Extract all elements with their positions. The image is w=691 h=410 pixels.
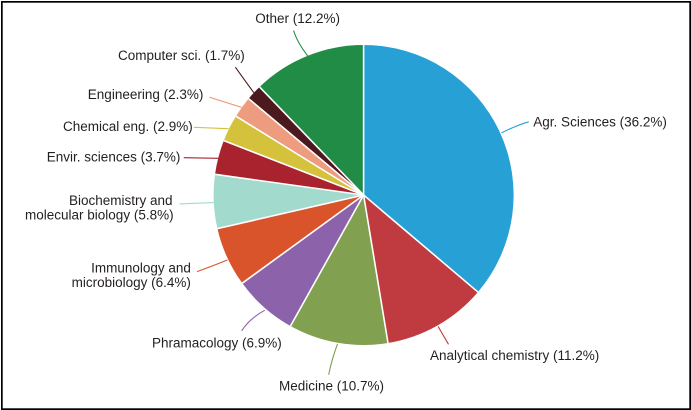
svg-text:Immunology and: Immunology and	[91, 261, 191, 276]
svg-text:Biochemistry and: Biochemistry and	[69, 193, 173, 208]
svg-text:Computer sci. (1.7%): Computer sci. (1.7%)	[118, 48, 245, 63]
svg-text:Engineering (2.3%): Engineering (2.3%)	[88, 87, 204, 102]
svg-text:Envir. sciences (3.7%): Envir. sciences (3.7%)	[47, 150, 181, 165]
svg-text:Other (12.2%): Other (12.2%)	[255, 11, 340, 26]
svg-text:Chemical eng. (2.9%): Chemical eng. (2.9%)	[63, 119, 193, 134]
svg-text:Analytical chemistry (11.2%): Analytical chemistry (11.2%)	[430, 348, 599, 363]
svg-text:Agr. Sciences (36.2%): Agr. Sciences (36.2%)	[533, 115, 667, 130]
svg-text:Phramacology (6.9%): Phramacology (6.9%)	[152, 336, 282, 351]
svg-text:molecular biology (5.8%): molecular biology (5.8%)	[25, 208, 174, 223]
svg-text:Medicine (10.7%): Medicine (10.7%)	[279, 378, 384, 393]
svg-text:microbiology (6.4%): microbiology (6.4%)	[72, 275, 191, 290]
